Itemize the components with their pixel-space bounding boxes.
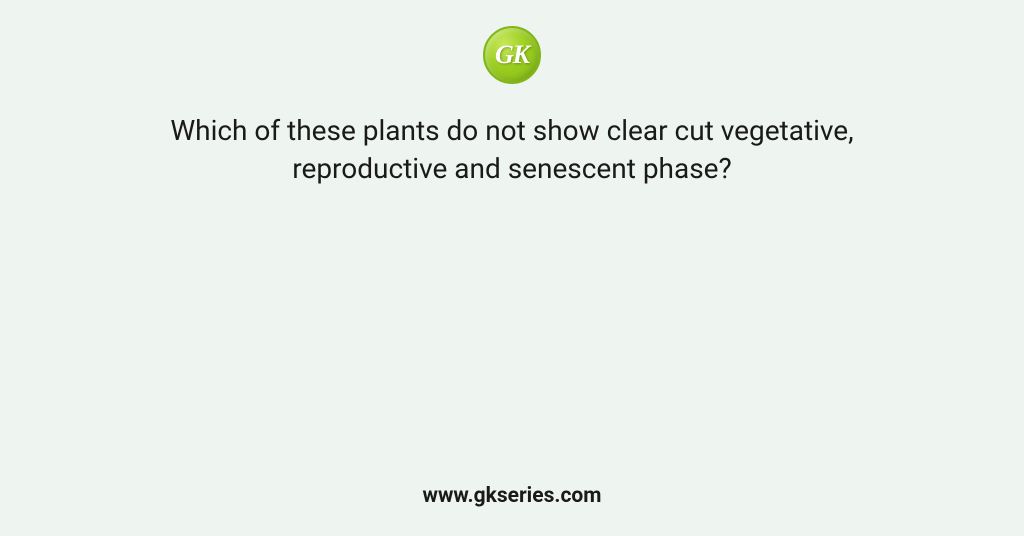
gk-logo-icon: GK bbox=[483, 26, 541, 84]
footer-url: www.gkseries.com bbox=[423, 484, 602, 508]
logo-container: GK bbox=[483, 26, 541, 84]
question-text: Which of these plants do not show clear … bbox=[142, 112, 882, 188]
logo-text: GK bbox=[495, 40, 529, 70]
